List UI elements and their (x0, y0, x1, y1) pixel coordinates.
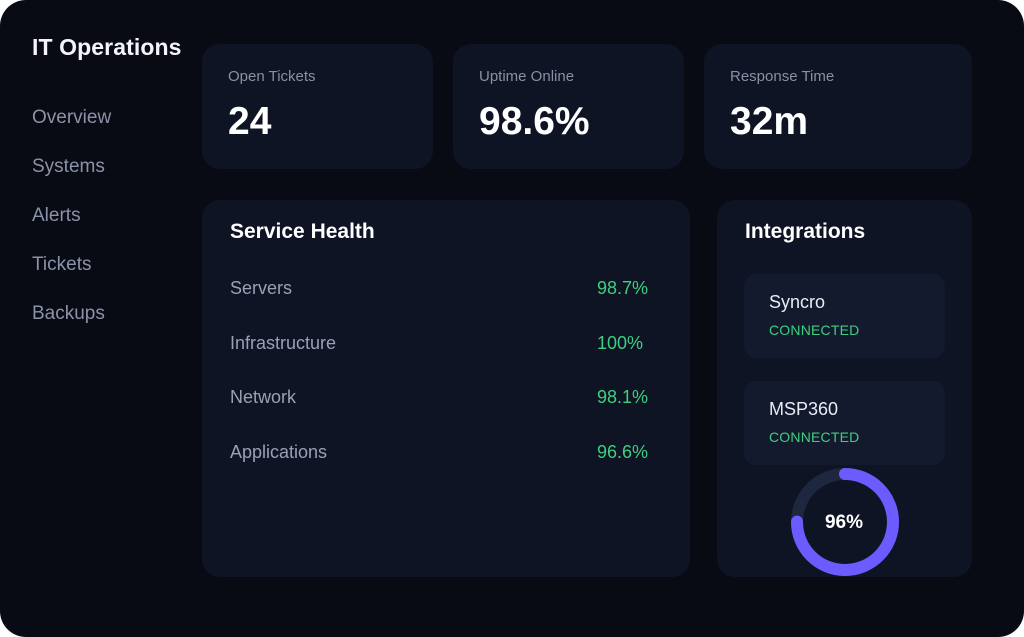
health-row-value: 96.6% (597, 442, 649, 462)
service-health-panel: Service Health Servers 98.7% Infrastruct… (202, 200, 690, 577)
health-row-name: Servers (230, 278, 293, 298)
integration-status: CONNECTED (769, 322, 860, 338)
app-title: IT Operations (32, 34, 182, 60)
health-row: Network 98.1% (230, 387, 650, 413)
nav-item-overview[interactable]: Overview (32, 107, 112, 128)
integration-name: Syncro (769, 292, 826, 312)
nav-item-systems[interactable]: Systems (32, 156, 105, 177)
stat-card-open-tickets: Open Tickets 24 (202, 44, 433, 169)
health-row: Servers 98.7% (230, 278, 650, 304)
stat-label: Open Tickets (228, 68, 316, 85)
stat-label: Response Time (730, 68, 835, 85)
panel-title: Integrations (745, 220, 866, 243)
stat-value: 24 (228, 100, 272, 143)
gauge-label: 96% (824, 512, 864, 533)
health-row-name: Network (230, 387, 297, 407)
integrations-panel: Integrations Syncro CONNECTED MSP360 CON… (717, 200, 972, 577)
panel-title: Service Health (230, 220, 375, 243)
integration-name: MSP360 (769, 399, 839, 419)
stat-value: 32m (730, 100, 809, 143)
progress-gauge (791, 468, 899, 576)
nav-item-alerts[interactable]: Alerts (32, 205, 81, 226)
sidebar-nav: Overview Systems Alerts Tickets Backups (32, 105, 111, 350)
health-row-value: 98.7% (597, 278, 649, 298)
integration-card-syncro[interactable]: Syncro CONNECTED (744, 274, 945, 358)
integration-status: CONNECTED (769, 429, 860, 445)
nav-item-tickets[interactable]: Tickets (32, 254, 92, 275)
health-row: Infrastructure 100% (230, 333, 650, 359)
health-row-value: 100% (597, 333, 644, 353)
stat-value: 98.6% (479, 100, 590, 143)
health-row-name: Infrastructure (230, 333, 337, 353)
stat-card-uptime: Uptime Online 98.6% (453, 44, 684, 169)
gauge-fill (791, 468, 899, 576)
stat-label: Uptime Online (479, 68, 575, 85)
stat-card-response-time: Response Time 32m (704, 44, 972, 169)
health-row-value: 98.1% (597, 387, 649, 407)
integration-card-msp360[interactable]: MSP360 CONNECTED (744, 381, 945, 465)
nav-item-backups[interactable]: Backups (32, 303, 105, 324)
health-row-name: Applications (230, 442, 328, 462)
health-row: Applications 96.6% (230, 442, 650, 468)
